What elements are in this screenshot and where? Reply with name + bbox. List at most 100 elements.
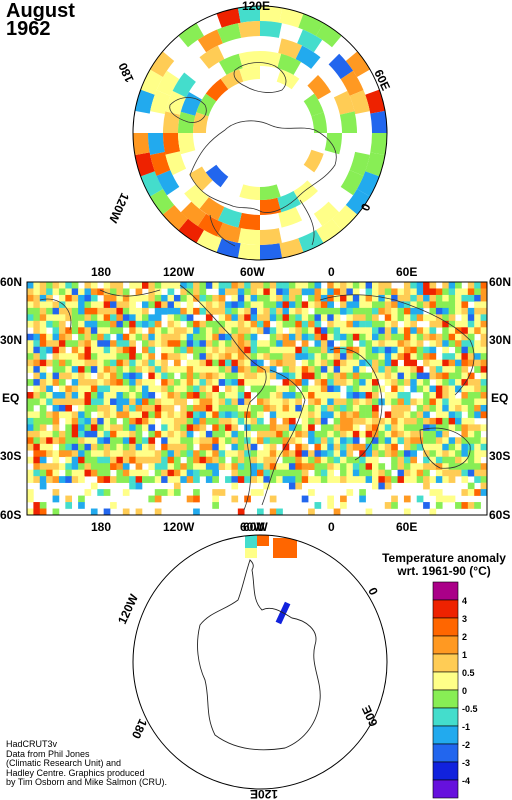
- anomaly-cell: [480, 476, 487, 483]
- anomaly-cell: [237, 288, 245, 296]
- anomaly-cell: [58, 437, 66, 445]
- anomaly-cell: [135, 508, 143, 515]
- anomaly-cell: [403, 340, 411, 348]
- anomaly-cell: [435, 398, 443, 406]
- anomaly-cell: [474, 314, 481, 322]
- anomaly-cell: [71, 372, 79, 380]
- anomaly-cell: [372, 346, 379, 354]
- anomaly-cell: [320, 359, 328, 367]
- anomaly-cell: [218, 489, 226, 496]
- anomaly-cell: [372, 437, 379, 445]
- anomaly-cell: [148, 288, 156, 296]
- anomaly-cell: [212, 450, 219, 458]
- legend-swatch: [432, 779, 459, 799]
- anomaly-cell: [288, 385, 296, 393]
- anomaly-cell: [391, 443, 398, 451]
- anomaly-cell: [78, 417, 85, 425]
- anomaly-cell: [39, 340, 47, 348]
- anomaly-cell: [282, 372, 290, 380]
- anomaly-cell: [327, 456, 334, 464]
- anomaly-cell: [480, 469, 487, 477]
- anomaly-cell: [423, 282, 430, 289]
- anomaly-cell: [442, 359, 449, 367]
- anomaly-cell: [320, 404, 328, 412]
- anomaly-cell: [359, 353, 366, 360]
- anomaly-cell: [231, 437, 239, 445]
- anomaly-cell: [378, 450, 386, 458]
- anomaly-cell: [384, 482, 392, 490]
- anomaly-cell: [397, 417, 405, 425]
- legend-swatch: [432, 743, 459, 763]
- anomaly-cell: [308, 411, 315, 419]
- anomaly-cell: [205, 456, 213, 464]
- anomaly-cell: [410, 320, 418, 328]
- anomaly-cell: [429, 359, 437, 367]
- anomaly-cell: [429, 417, 437, 425]
- anomaly-cell: [346, 379, 354, 386]
- anomaly-cell: [199, 417, 207, 425]
- anomaly-cell: [142, 314, 149, 322]
- anomaly-cell: [352, 353, 360, 360]
- anomaly-cell: [423, 359, 430, 367]
- anomaly-cell: [282, 450, 290, 458]
- anomaly-cell: [352, 404, 360, 412]
- anomaly-cell: [135, 327, 143, 335]
- anomaly-cell: [58, 463, 66, 470]
- anomaly-cell: [237, 294, 245, 302]
- anomaly-cell: [39, 307, 47, 315]
- anomaly-cell: [403, 346, 411, 354]
- anomaly-cell: [65, 417, 73, 425]
- anomaly-cell: [135, 359, 143, 367]
- anomaly-cell: [416, 333, 424, 341]
- anomaly-cell: [231, 366, 239, 373]
- anomaly-cell: [288, 333, 296, 341]
- anomaly-cell: [110, 437, 117, 445]
- anomaly-cell: [237, 320, 245, 328]
- anomaly-cell: [410, 424, 418, 432]
- anomaly-cell: [90, 392, 98, 399]
- anomaly-cell: [193, 320, 200, 328]
- anomaly-cell: [372, 424, 379, 432]
- anomaly-cell: [391, 424, 398, 432]
- anomaly-cell: [333, 353, 341, 360]
- anomaly-cell: [78, 430, 85, 438]
- anomaly-cell: [416, 398, 424, 406]
- anomaly-cell: [135, 450, 143, 458]
- anomaly-cell: [278, 206, 303, 228]
- anomaly-cell: [110, 288, 117, 296]
- anomaly-cell: [199, 346, 207, 354]
- anomaly-cell: [391, 430, 398, 438]
- anomaly-cell: [410, 340, 418, 348]
- anomaly-cell: [129, 469, 136, 477]
- anomaly-cell: [359, 314, 366, 322]
- anomaly-cell: [397, 463, 405, 470]
- anomaly-cell: [122, 430, 130, 438]
- anomaly-cell: [480, 482, 487, 490]
- anomaly-cell: [333, 430, 341, 438]
- anomaly-cell: [352, 411, 360, 419]
- anomaly-cell: [199, 320, 207, 328]
- anomaly-cell: [372, 301, 379, 309]
- anomaly-cell: [327, 385, 334, 393]
- anomaly-cell: [97, 404, 104, 412]
- anomaly-cell: [180, 424, 188, 432]
- anomaly-cell: [320, 379, 328, 386]
- anomaly-cell: [263, 346, 271, 354]
- anomaly-cell: [455, 469, 462, 477]
- anomaly-cell: [129, 430, 136, 438]
- anomaly-cell: [455, 411, 462, 419]
- anomaly-cell: [448, 282, 456, 289]
- anomaly-cell: [384, 411, 392, 419]
- anomaly-cell: [455, 379, 462, 386]
- anomaly-cell: [103, 353, 111, 360]
- anomaly-cell: [167, 450, 175, 458]
- anomaly-cell: [129, 346, 136, 354]
- anomaly-cell: [154, 314, 162, 322]
- anomaly-cell: [65, 450, 73, 458]
- anomaly-cell: [122, 404, 130, 412]
- anomaly-cell: [250, 353, 258, 360]
- anomaly-cell: [279, 7, 304, 28]
- anomaly-cell: [110, 346, 117, 354]
- anomaly-cell: [260, 51, 282, 69]
- anomaly-cell: [97, 463, 104, 470]
